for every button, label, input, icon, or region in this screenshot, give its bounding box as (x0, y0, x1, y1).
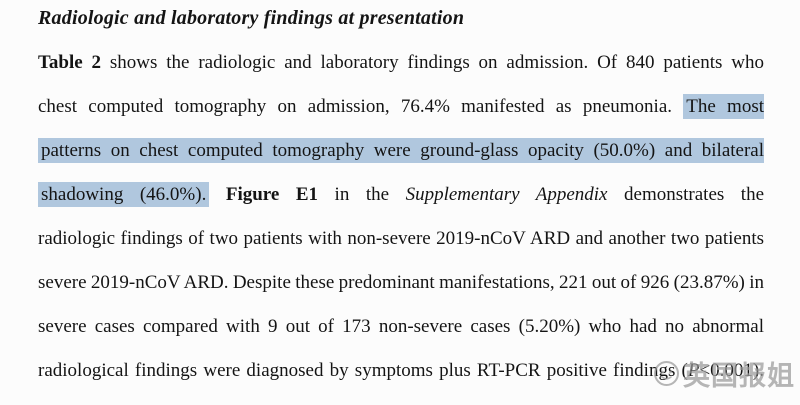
paragraph: Table 2 shows the radiologic and laborat… (38, 41, 764, 393)
text-line-8: radiological findings were diagnosed by … (38, 349, 764, 393)
text-segment: shows the radiologic and laboratory find… (109, 52, 764, 73)
text-segment: demonstrates the representative (624, 184, 764, 205)
text-segment: radiologic findings of two patients with… (38, 228, 764, 249)
text-segment: severe 2019-nCoV ARD. Despite these pred… (38, 272, 764, 293)
text-line-6: severe 2019-nCoV ARD. Despite these pred… (38, 261, 764, 305)
italic-appendix-ref: Supplementary Appendix (405, 184, 608, 205)
text-segment: radiological findings were diagnosed by … (38, 360, 688, 381)
bold-figure-ref: Figure E1 (225, 184, 319, 205)
text-line-4: shadowing (46.0%). Figure E1 in the Supp… (38, 173, 764, 217)
highlighted-segment: patterns on chest computed tomography we… (38, 138, 764, 173)
watermark: 英国报姐 (653, 351, 795, 395)
section-heading: Radiologic and laboratory findings at pr… (38, 7, 465, 29)
watermark-text: 英国报姐 (683, 360, 795, 392)
text-line-3: patterns on chest computed tomography we… (38, 129, 764, 173)
text-segment: chest computed tomography on admission, … (38, 96, 684, 117)
italic-p-value: P (687, 360, 700, 381)
text-segment: in the (318, 184, 406, 205)
text-line-2: chest computed tomography on admission, … (38, 85, 764, 129)
bold-table-ref: Table 2 (38, 52, 102, 73)
text-line-5: radiologic findings of two patients with… (38, 217, 764, 261)
text-segment: <0.001). Severe (699, 360, 764, 381)
text-segment: severe cases compared with 9 out of 173 … (38, 316, 764, 337)
text-line-1: Table 2 shows the radiologic and laborat… (38, 41, 764, 85)
watermark-logo-icon (653, 360, 680, 387)
text-segment (209, 184, 226, 205)
text-line-7: severe cases compared with 9 out of 173 … (38, 305, 764, 349)
highlighted-segment: shadowing (46.0%). (38, 182, 210, 207)
